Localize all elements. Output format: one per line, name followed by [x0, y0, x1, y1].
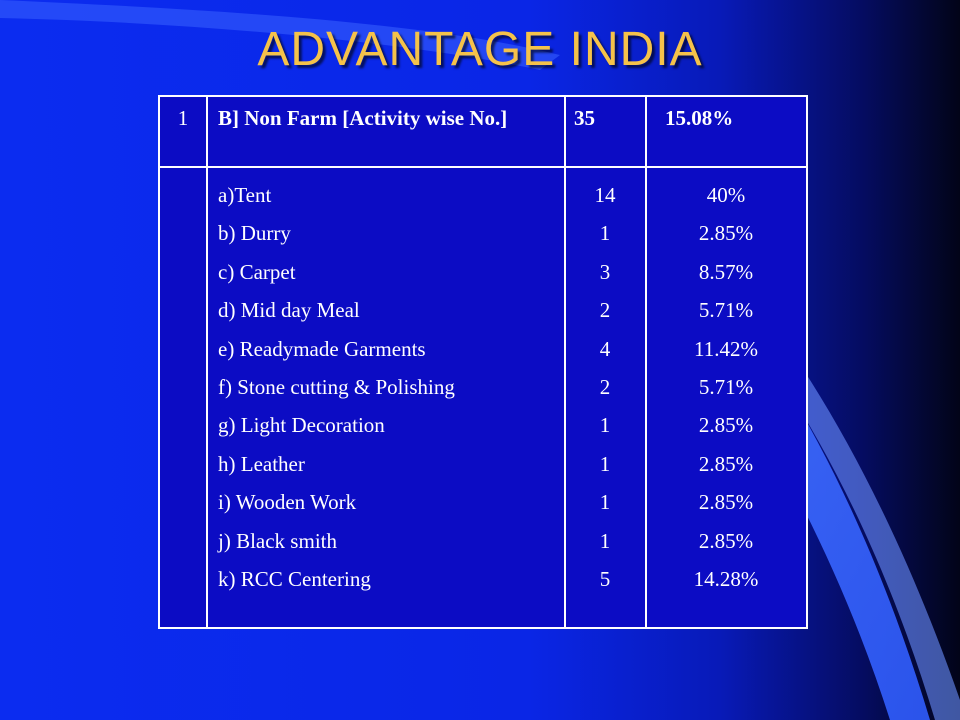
list-item: 5.71% [698, 298, 754, 323]
header-activity: B] Non Farm [Activity wise No.] [206, 95, 566, 168]
table-header-row: 1 B] Non Farm [Activity wise No.] 35 15.… [158, 95, 808, 168]
percent-list: 40% 2.85% 8.57% 5.71% 11.42% 5.71% 2.85%… [645, 166, 808, 629]
list-item: e) Readymade Garments [218, 336, 426, 361]
list-item: a)Tent [218, 183, 272, 207]
list-item: 2.85% [698, 451, 754, 476]
list-item: 2 [599, 374, 611, 399]
serial-number: 1 [158, 95, 208, 168]
list-item: 5.71% [698, 374, 754, 399]
list-item: 4 [599, 336, 611, 361]
list-item: 2 [599, 298, 611, 323]
activity-table: 1 B] Non Farm [Activity wise No.] 35 15.… [158, 95, 808, 629]
count-list: 14 1 3 2 4 2 1 1 1 1 5 [564, 166, 647, 629]
list-item: 2.85% [698, 490, 754, 515]
list-item: 1 [599, 451, 611, 476]
list-item: f) Stone cutting & Polishing [218, 374, 455, 399]
list-item: k) RCC Centering [218, 566, 371, 591]
header-count: 35 [564, 95, 647, 168]
list-item: 1 [599, 413, 611, 438]
serial-empty-cell [158, 166, 208, 629]
list-item: 14 [594, 183, 616, 207]
list-item: h) Leather [218, 451, 305, 476]
list-item: 14.28% [693, 566, 759, 591]
list-item: c) Carpet [218, 259, 296, 284]
list-item: 1 [599, 490, 611, 515]
list-item: g) Light Decoration [218, 413, 385, 438]
list-item: d) Mid day Meal [218, 298, 360, 323]
list-item: 1 [599, 528, 611, 553]
list-item: 2.85% [698, 528, 754, 553]
list-item: 2.85% [698, 221, 754, 246]
list-item: 40% [706, 183, 746, 207]
list-item: 1 [599, 221, 611, 246]
list-item: 8.57% [698, 259, 754, 284]
header-percent: 15.08% [645, 95, 808, 168]
list-item: 2.85% [698, 413, 754, 438]
list-item: b) Durry [218, 221, 291, 246]
list-item: 11.42% [694, 336, 758, 361]
table-detail-row: a)Tent b) Durry c) Carpet d) Mid day Mea… [158, 166, 808, 629]
list-item: 3 [599, 259, 611, 284]
slide-title: ADVANTAGE INDIA [257, 23, 703, 76]
list-item: j) Black smith [218, 528, 337, 553]
list-item: i) Wooden Work [218, 490, 357, 515]
activity-list: a)Tent b) Durry c) Carpet d) Mid day Mea… [206, 166, 566, 629]
list-item: 5 [599, 566, 611, 591]
